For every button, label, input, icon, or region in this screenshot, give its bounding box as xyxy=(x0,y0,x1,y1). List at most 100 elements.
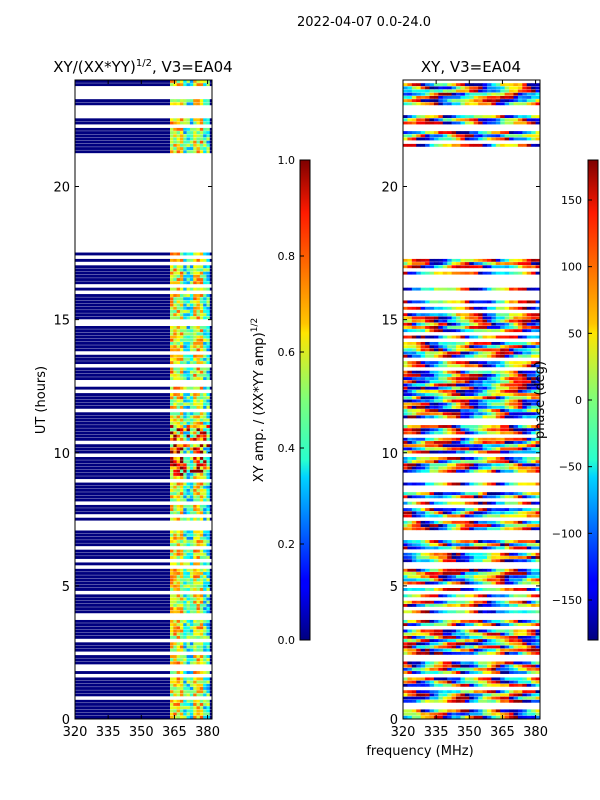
phase-cell xyxy=(535,572,541,575)
phase-cell xyxy=(433,556,439,559)
phase-cell xyxy=(491,437,497,441)
phase-cell xyxy=(473,661,479,665)
amplitude-cell xyxy=(173,357,177,361)
phase-cell xyxy=(535,629,541,633)
phase-cell xyxy=(535,511,541,515)
phase-cell xyxy=(442,300,448,304)
phase-cell xyxy=(517,696,523,700)
phase-cell xyxy=(504,511,510,515)
amplitude-cell xyxy=(193,472,197,476)
amplitude-row xyxy=(75,431,171,435)
amplitude-row-tail xyxy=(209,543,212,547)
amplitude-cell xyxy=(173,303,177,307)
phase-cell xyxy=(416,415,421,419)
phase-cell xyxy=(425,581,430,585)
phase-cell xyxy=(491,415,497,419)
phase-cell xyxy=(429,677,435,681)
phase-cell xyxy=(469,661,475,665)
phase-cell xyxy=(442,520,448,524)
amplitude-cell xyxy=(179,594,184,598)
phase-cell xyxy=(500,262,505,265)
amplitude-cell xyxy=(176,402,181,406)
phase-cell xyxy=(456,648,461,652)
phase-cell xyxy=(513,581,519,585)
phase-cell xyxy=(442,709,448,713)
phase-cell xyxy=(473,437,479,441)
phase-cell xyxy=(509,559,514,563)
phase-cell xyxy=(464,492,470,496)
phase-cell xyxy=(473,635,479,639)
phase-cell xyxy=(425,578,430,582)
phase-cell xyxy=(429,501,435,505)
amplitude-cell xyxy=(193,607,197,611)
phase-cell xyxy=(531,501,536,505)
phase-cell xyxy=(531,667,536,671)
amplitude-cell xyxy=(176,635,181,639)
amplitude-cell xyxy=(173,562,177,566)
phase-cell xyxy=(526,712,532,716)
amplitude-cell xyxy=(173,543,177,547)
phase-cell xyxy=(486,556,492,559)
phase-cell xyxy=(438,258,444,262)
phase-cell xyxy=(513,699,519,703)
amplitude-cell xyxy=(186,511,191,515)
phase-cell xyxy=(411,319,417,323)
phase-cell xyxy=(411,271,417,275)
phase-cell xyxy=(504,667,510,671)
phase-cell xyxy=(513,463,519,467)
phase-cell xyxy=(509,492,514,496)
phase-cell xyxy=(509,351,514,355)
amplitude-cell xyxy=(193,313,197,317)
phase-cell xyxy=(522,559,528,563)
amplitude-cell xyxy=(179,316,184,320)
phase-cell xyxy=(429,495,435,499)
amplitude-row-tail xyxy=(209,610,212,614)
amplitude-row xyxy=(75,460,171,464)
phase-cell xyxy=(451,335,457,339)
phase-cell xyxy=(464,399,470,403)
phase-cell xyxy=(486,690,492,694)
amplitude-row xyxy=(75,706,171,710)
phase-cell xyxy=(478,428,483,432)
amplitude-cell xyxy=(193,415,197,419)
amplitude-cell xyxy=(203,297,207,301)
phase-cell xyxy=(420,258,426,262)
amplitude-cell xyxy=(179,603,184,607)
amplitude-cell xyxy=(206,303,211,307)
phase-cell xyxy=(464,680,470,684)
amplitude-row xyxy=(75,134,171,138)
phase-cell xyxy=(526,383,532,387)
phase-cell xyxy=(526,556,532,559)
phase-cell xyxy=(517,431,523,435)
amplitude-cell xyxy=(179,680,184,684)
amplitude-cell xyxy=(170,584,174,588)
phase-cell xyxy=(522,450,528,454)
amplitude-row-tail xyxy=(209,683,212,687)
phase-cell xyxy=(464,712,470,716)
phase-cell xyxy=(517,313,523,317)
phase-cell xyxy=(504,466,510,470)
phase-cell xyxy=(526,399,532,403)
phase-cell xyxy=(429,389,435,393)
amplitude-cell xyxy=(179,556,184,559)
phase-cell xyxy=(456,393,461,396)
amplitude-cell xyxy=(199,504,204,508)
amplitude-cell xyxy=(206,415,211,419)
phase-cell xyxy=(469,447,475,451)
amplitude-cell xyxy=(176,437,181,441)
phase-cell xyxy=(447,316,452,320)
amplitude-cell xyxy=(206,549,211,553)
amplitude-row xyxy=(75,140,171,144)
phase-cell xyxy=(495,300,501,304)
phase-cell xyxy=(456,578,461,582)
phase-cell xyxy=(460,389,466,393)
phase-cell xyxy=(429,600,435,604)
phase-cell xyxy=(517,632,523,636)
phase-cell xyxy=(429,377,435,381)
phase-cell xyxy=(473,543,479,547)
phase-cell xyxy=(495,546,501,550)
phase-cell xyxy=(513,520,519,524)
amplitude-row xyxy=(75,338,171,342)
phase-cell xyxy=(482,326,488,329)
phase-cell xyxy=(407,345,413,349)
